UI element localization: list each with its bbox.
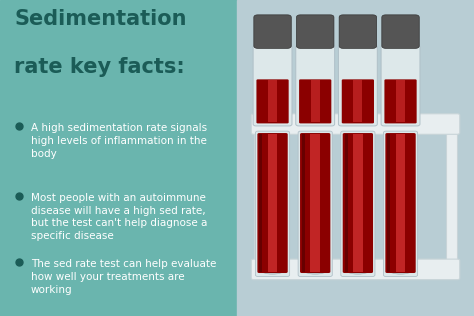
Ellipse shape (260, 264, 285, 274)
FancyBboxPatch shape (342, 79, 374, 124)
FancyBboxPatch shape (254, 15, 291, 48)
Bar (354, 80, 362, 123)
Bar (353, 134, 363, 272)
Ellipse shape (388, 264, 413, 274)
Bar (268, 134, 277, 272)
Text: rate key facts:: rate key facts: (14, 57, 185, 77)
FancyBboxPatch shape (253, 46, 292, 126)
FancyBboxPatch shape (385, 133, 416, 273)
FancyBboxPatch shape (384, 79, 417, 124)
Bar (311, 80, 319, 123)
FancyBboxPatch shape (343, 133, 373, 273)
Text: Sedimentation: Sedimentation (14, 9, 187, 29)
Bar (396, 80, 405, 123)
Ellipse shape (303, 264, 328, 274)
Bar (446, 133, 457, 261)
FancyBboxPatch shape (383, 131, 418, 276)
FancyBboxPatch shape (381, 46, 420, 126)
FancyBboxPatch shape (339, 15, 376, 48)
FancyBboxPatch shape (300, 133, 330, 273)
FancyBboxPatch shape (382, 15, 419, 48)
FancyBboxPatch shape (298, 131, 332, 276)
FancyBboxPatch shape (338, 46, 377, 126)
Bar (254, 133, 265, 261)
Bar (259, 134, 263, 272)
FancyBboxPatch shape (251, 114, 460, 134)
Bar (345, 134, 348, 272)
Bar (310, 134, 320, 272)
Text: A high sedimentation rate signals
high levels of inflammation in the
body: A high sedimentation rate signals high l… (31, 123, 207, 159)
Bar (268, 80, 277, 123)
FancyBboxPatch shape (255, 131, 290, 276)
FancyBboxPatch shape (251, 259, 460, 280)
Bar (387, 134, 391, 272)
FancyBboxPatch shape (341, 131, 375, 276)
FancyBboxPatch shape (256, 79, 289, 124)
FancyBboxPatch shape (299, 79, 331, 124)
Text: The sed rate test can help evaluate
how well your treatments are
working: The sed rate test can help evaluate how … (31, 259, 216, 295)
FancyBboxPatch shape (296, 15, 334, 48)
FancyBboxPatch shape (257, 133, 288, 273)
Bar (0, 0, 237, 316)
Text: Most people with an autoimmune
disease will have a high sed rate,
but the test c: Most people with an autoimmune disease w… (31, 193, 207, 241)
FancyBboxPatch shape (296, 46, 335, 126)
Bar (302, 134, 305, 272)
Ellipse shape (346, 264, 370, 274)
Bar (237, 0, 474, 316)
Bar (396, 134, 405, 272)
